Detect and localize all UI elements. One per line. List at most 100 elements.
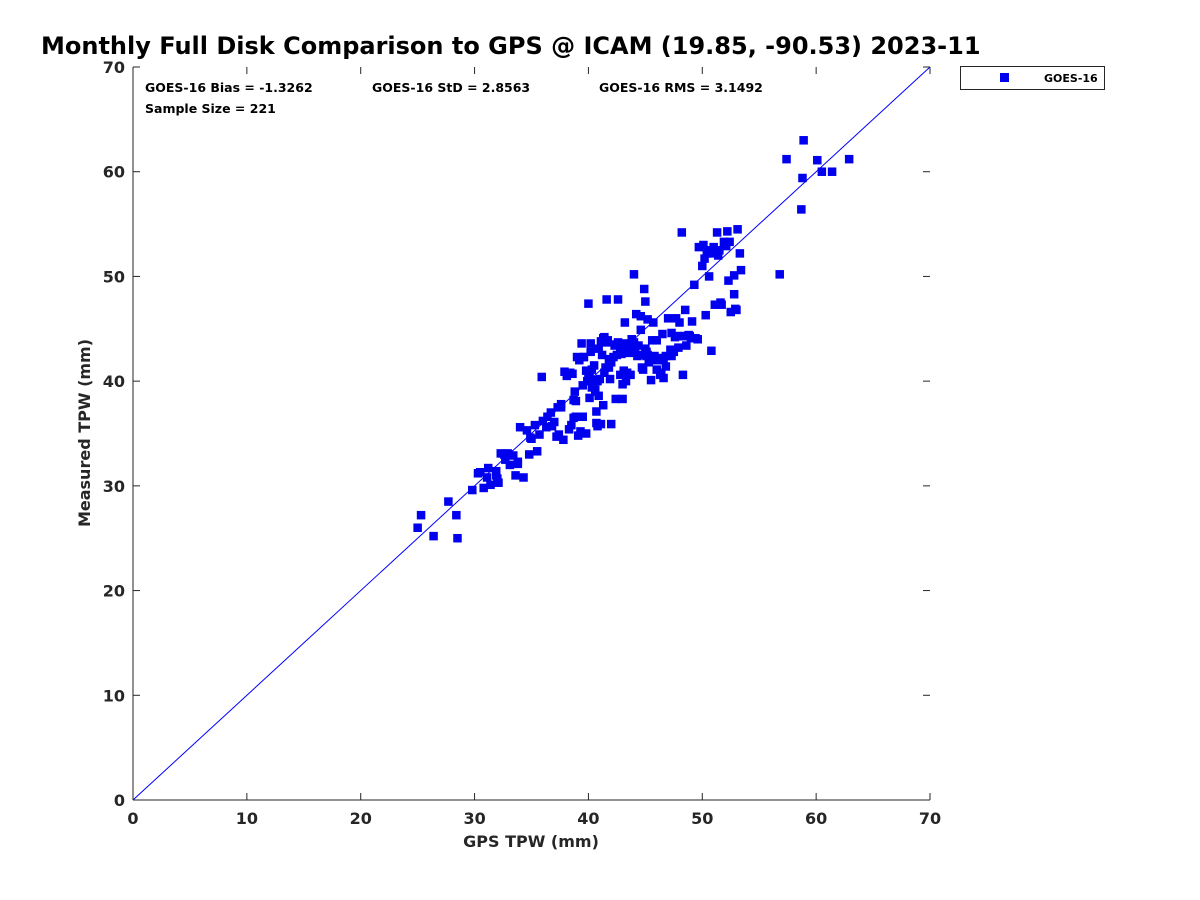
y-tick-label: 20 (103, 582, 125, 601)
data-point (606, 358, 616, 367)
stat-bias: GOES-16 Bias = -1.3262 (145, 80, 313, 95)
legend-marker-square (1000, 73, 1009, 82)
data-point (667, 328, 676, 338)
y-axis-ticks: 0 10 20 30 40 50 60 70 (103, 58, 930, 810)
data-point (782, 154, 791, 164)
data-point (553, 403, 562, 412)
data-point (542, 422, 551, 432)
data-point (723, 227, 732, 236)
data-point (416, 510, 426, 520)
data-point (618, 394, 627, 404)
data-point (652, 336, 661, 345)
data-point (588, 375, 598, 385)
stats-annotations: GOES-16 Bias = -1.3262 GOES-16 StD = 2.8… (145, 80, 763, 116)
data-point (535, 430, 544, 439)
data-point (620, 318, 630, 327)
data-point (672, 331, 682, 341)
data-point (619, 366, 628, 375)
legend-box (960, 66, 1105, 90)
x-tick-label: 60 (805, 809, 827, 828)
data-point (817, 167, 827, 176)
data-point (565, 368, 575, 378)
data-point (724, 276, 733, 285)
plot-area (132, 66, 931, 801)
data-point (736, 265, 746, 275)
data-point (735, 249, 745, 258)
data-point (585, 393, 594, 403)
data-point (644, 358, 654, 367)
data-point (651, 355, 660, 365)
data-point (476, 467, 485, 477)
data-point (635, 350, 644, 360)
data-point (616, 344, 625, 353)
data-point (629, 270, 639, 279)
data-point (797, 205, 806, 214)
data-point (775, 270, 784, 279)
data-point (554, 430, 564, 439)
data-point (604, 363, 614, 372)
data-point (636, 325, 646, 335)
y-tick-label: 40 (103, 372, 125, 391)
x-tick-label: 10 (236, 809, 258, 828)
data-point (452, 510, 461, 520)
data-point (652, 365, 661, 374)
data-point (532, 447, 542, 456)
y-tick-label: 30 (103, 477, 125, 496)
data-point (677, 228, 687, 237)
data-point (686, 333, 696, 343)
data-point (641, 297, 650, 306)
data-point (602, 338, 611, 347)
y-tick-label: 50 (103, 267, 125, 286)
data-point (649, 318, 658, 327)
stat-rms: GOES-16 RMS = 3.1492 (599, 80, 763, 95)
data-point (579, 352, 589, 362)
data-point (655, 370, 665, 380)
data-point (570, 387, 580, 396)
data-point (624, 346, 633, 356)
data-point (612, 350, 622, 360)
data-point (637, 363, 647, 372)
data-point (636, 311, 646, 321)
data-point (827, 167, 837, 176)
x-axis-label: GPS TPW (mm) (463, 832, 599, 851)
data-point (583, 376, 592, 386)
data-point (482, 473, 492, 482)
data-point (682, 341, 691, 350)
data-point (503, 449, 512, 458)
data-point (567, 420, 576, 430)
data-point (479, 483, 488, 493)
data-point (602, 295, 611, 304)
data-point (675, 318, 684, 327)
data-point (569, 395, 578, 405)
data-point (669, 347, 679, 357)
data-point (453, 533, 462, 543)
data-point (646, 375, 656, 385)
data-point (598, 400, 608, 410)
data-point (597, 350, 607, 360)
data-point (543, 412, 552, 421)
data-point (511, 471, 520, 480)
data-point (576, 427, 585, 436)
data-point (538, 416, 548, 426)
data-point (641, 344, 650, 353)
data-point (524, 450, 534, 459)
data-point (606, 419, 616, 429)
data-point (584, 299, 593, 308)
legend: GOES-16 (960, 66, 1105, 90)
data-point (617, 349, 626, 359)
data-point (621, 376, 631, 386)
data-point (704, 272, 714, 281)
data-point (626, 370, 635, 380)
data-point (680, 305, 690, 315)
data-point (687, 317, 697, 326)
data-point (729, 271, 739, 280)
data-point (581, 429, 591, 438)
data-point (798, 173, 807, 183)
data-point (509, 451, 518, 460)
data-point (587, 365, 597, 374)
data-point (577, 339, 586, 348)
data-point (629, 338, 639, 347)
data-point (699, 240, 708, 250)
data-point (726, 307, 735, 317)
